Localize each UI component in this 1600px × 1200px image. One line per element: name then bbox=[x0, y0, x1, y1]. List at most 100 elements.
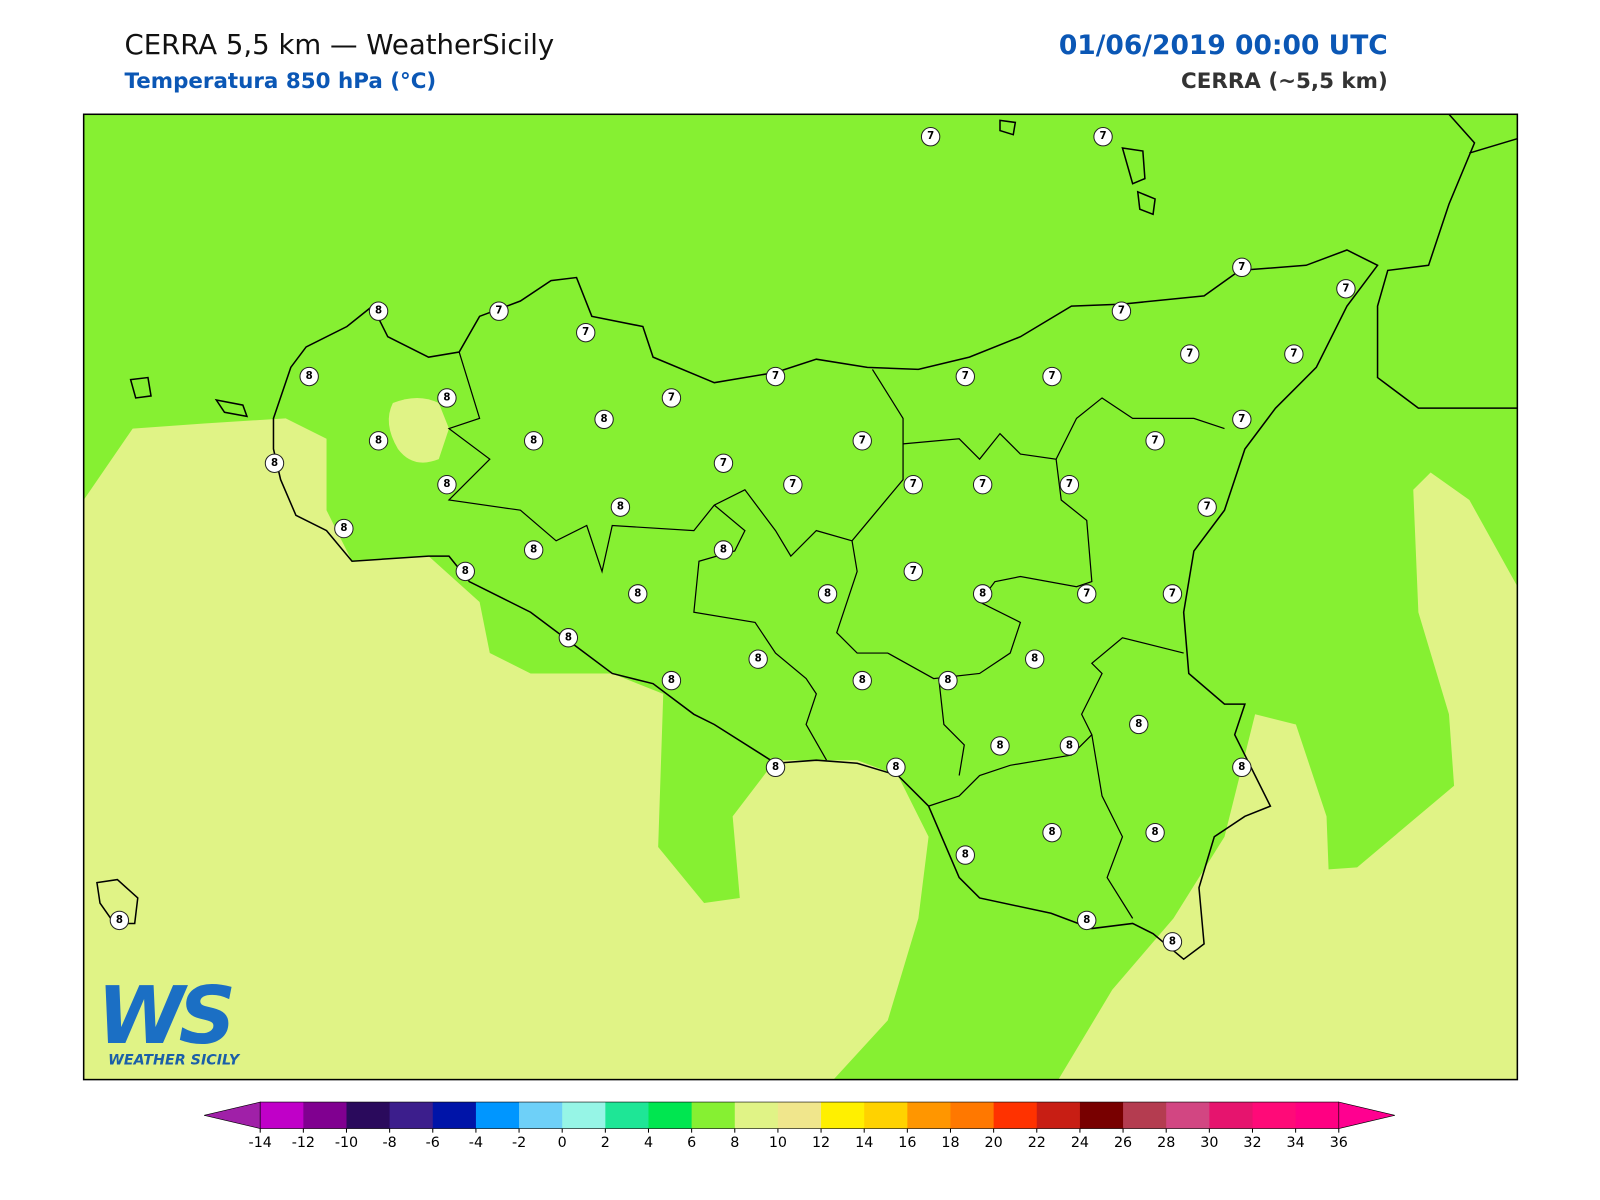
station-value: 7 bbox=[1342, 283, 1349, 294]
logo-mark: WS bbox=[97, 969, 232, 1062]
colorbar-tick-label: 20 bbox=[985, 1135, 1003, 1151]
station-marker bbox=[783, 475, 803, 495]
island bbox=[96, 878, 139, 925]
colorbar-tick-label: 16 bbox=[898, 1135, 916, 1151]
station-marker bbox=[1111, 301, 1132, 321]
station: 7 bbox=[661, 388, 682, 408]
logo: WS WEATHER SICILY bbox=[97, 969, 241, 1068]
station-marker bbox=[299, 366, 319, 387]
station-value: 7 bbox=[668, 392, 675, 403]
colorbar-segment bbox=[260, 1102, 304, 1129]
station-value: 7 bbox=[1204, 502, 1211, 513]
colorbar-segment bbox=[1295, 1102, 1340, 1129]
field-8-10 bbox=[1058, 472, 1518, 1080]
colorbar-segment bbox=[562, 1102, 606, 1129]
colorbar-tick-label: -6 bbox=[426, 1135, 440, 1151]
station: 7 bbox=[1111, 301, 1132, 321]
colorbar-tick-label: 22 bbox=[1028, 1135, 1046, 1151]
station-value: 8 bbox=[530, 545, 537, 556]
station-value: 7 bbox=[1238, 262, 1245, 273]
station-marker bbox=[1059, 736, 1080, 756]
station-value: 7 bbox=[1169, 588, 1176, 599]
station-marker bbox=[1145, 822, 1165, 843]
colorbar-segment bbox=[734, 1102, 779, 1129]
station-marker bbox=[1042, 366, 1062, 387]
station: 7 bbox=[489, 301, 509, 321]
station-value: 8 bbox=[996, 740, 1003, 751]
station: 7 bbox=[972, 475, 993, 495]
station: 7 bbox=[1145, 431, 1165, 451]
map: 7 7 7 7 8 7 7 7 8 7 7 7 7 7 8 7 8 7 8 8 7 7 8 7 8 7 7 7 7 8 7 8 8 8 8 7 8 8 8 7… bbox=[82, 113, 1519, 1081]
colorbar-tick-label: 4 bbox=[644, 1135, 653, 1151]
colorbar-segment bbox=[432, 1102, 477, 1129]
station: 7 bbox=[1232, 409, 1252, 430]
station-marker bbox=[1232, 257, 1252, 278]
station: 8 bbox=[955, 845, 975, 865]
station-marker bbox=[1077, 584, 1097, 604]
station-marker bbox=[972, 584, 993, 604]
station-marker bbox=[558, 628, 579, 648]
station-value: 8 bbox=[1048, 827, 1055, 838]
station: 8 bbox=[558, 628, 579, 648]
station: 7 bbox=[1093, 127, 1113, 147]
station-value: 8 bbox=[530, 435, 537, 446]
colorbar-tick-label: 30 bbox=[1200, 1135, 1218, 1151]
station-value: 8 bbox=[375, 306, 382, 317]
station-marker bbox=[368, 301, 389, 321]
station-value: 7 bbox=[910, 479, 917, 490]
station-value: 8 bbox=[979, 588, 986, 599]
coastline bbox=[1469, 137, 1518, 154]
colorbar-extend-low bbox=[204, 1101, 261, 1129]
station: 7 bbox=[1180, 344, 1200, 364]
station-value: 8 bbox=[1066, 740, 1073, 751]
station-marker bbox=[109, 910, 130, 931]
station: 8 bbox=[594, 409, 614, 430]
station-marker bbox=[886, 757, 906, 778]
station: 7 bbox=[1042, 366, 1062, 387]
field-8-10 bbox=[83, 418, 929, 1080]
station-value: 8 bbox=[859, 675, 866, 686]
station-value: 8 bbox=[1169, 936, 1176, 947]
station-value: 8 bbox=[824, 588, 831, 599]
station: 8 bbox=[523, 431, 544, 451]
station: 8 bbox=[628, 584, 648, 604]
station-value: 7 bbox=[1048, 371, 1055, 382]
station-value: 7 bbox=[962, 371, 969, 382]
colorbar-segment bbox=[1079, 1102, 1124, 1129]
station-marker bbox=[489, 301, 509, 321]
colorbar-tick-label: 0 bbox=[558, 1135, 567, 1151]
station: 7 bbox=[713, 453, 734, 473]
station-value: 7 bbox=[495, 306, 502, 317]
station: 7 bbox=[955, 366, 975, 387]
colorbar-tick-label: 34 bbox=[1287, 1135, 1305, 1151]
station-marker bbox=[817, 584, 838, 604]
station: 8 bbox=[1145, 822, 1165, 843]
station: 7 bbox=[765, 366, 786, 387]
station: 8 bbox=[972, 584, 993, 604]
station: 7 bbox=[903, 561, 923, 582]
station-marker bbox=[1232, 757, 1252, 778]
station-marker bbox=[955, 845, 975, 865]
colorbar-segment bbox=[1209, 1102, 1254, 1129]
station-marker bbox=[1042, 822, 1062, 843]
station: 8 bbox=[610, 497, 631, 517]
colorbar-tick-label: -12 bbox=[292, 1135, 315, 1151]
station-marker bbox=[765, 366, 786, 387]
colorbar-segment bbox=[907, 1102, 951, 1129]
field-8-10 bbox=[388, 397, 449, 463]
station-marker bbox=[1162, 932, 1183, 952]
station: 7 bbox=[1232, 257, 1252, 278]
station-value: 8 bbox=[1152, 827, 1159, 838]
colorbar-segment bbox=[993, 1102, 1038, 1129]
colorbar-segment bbox=[519, 1102, 563, 1129]
station-value: 7 bbox=[1152, 435, 1159, 446]
station-marker bbox=[938, 670, 958, 691]
station-marker bbox=[1129, 714, 1149, 735]
station-value: 7 bbox=[927, 131, 934, 142]
station-marker bbox=[594, 409, 614, 430]
station: 8 bbox=[990, 736, 1010, 756]
station: 7 bbox=[1162, 584, 1183, 604]
station-marker bbox=[1197, 497, 1217, 517]
station: 8 bbox=[1077, 910, 1097, 931]
